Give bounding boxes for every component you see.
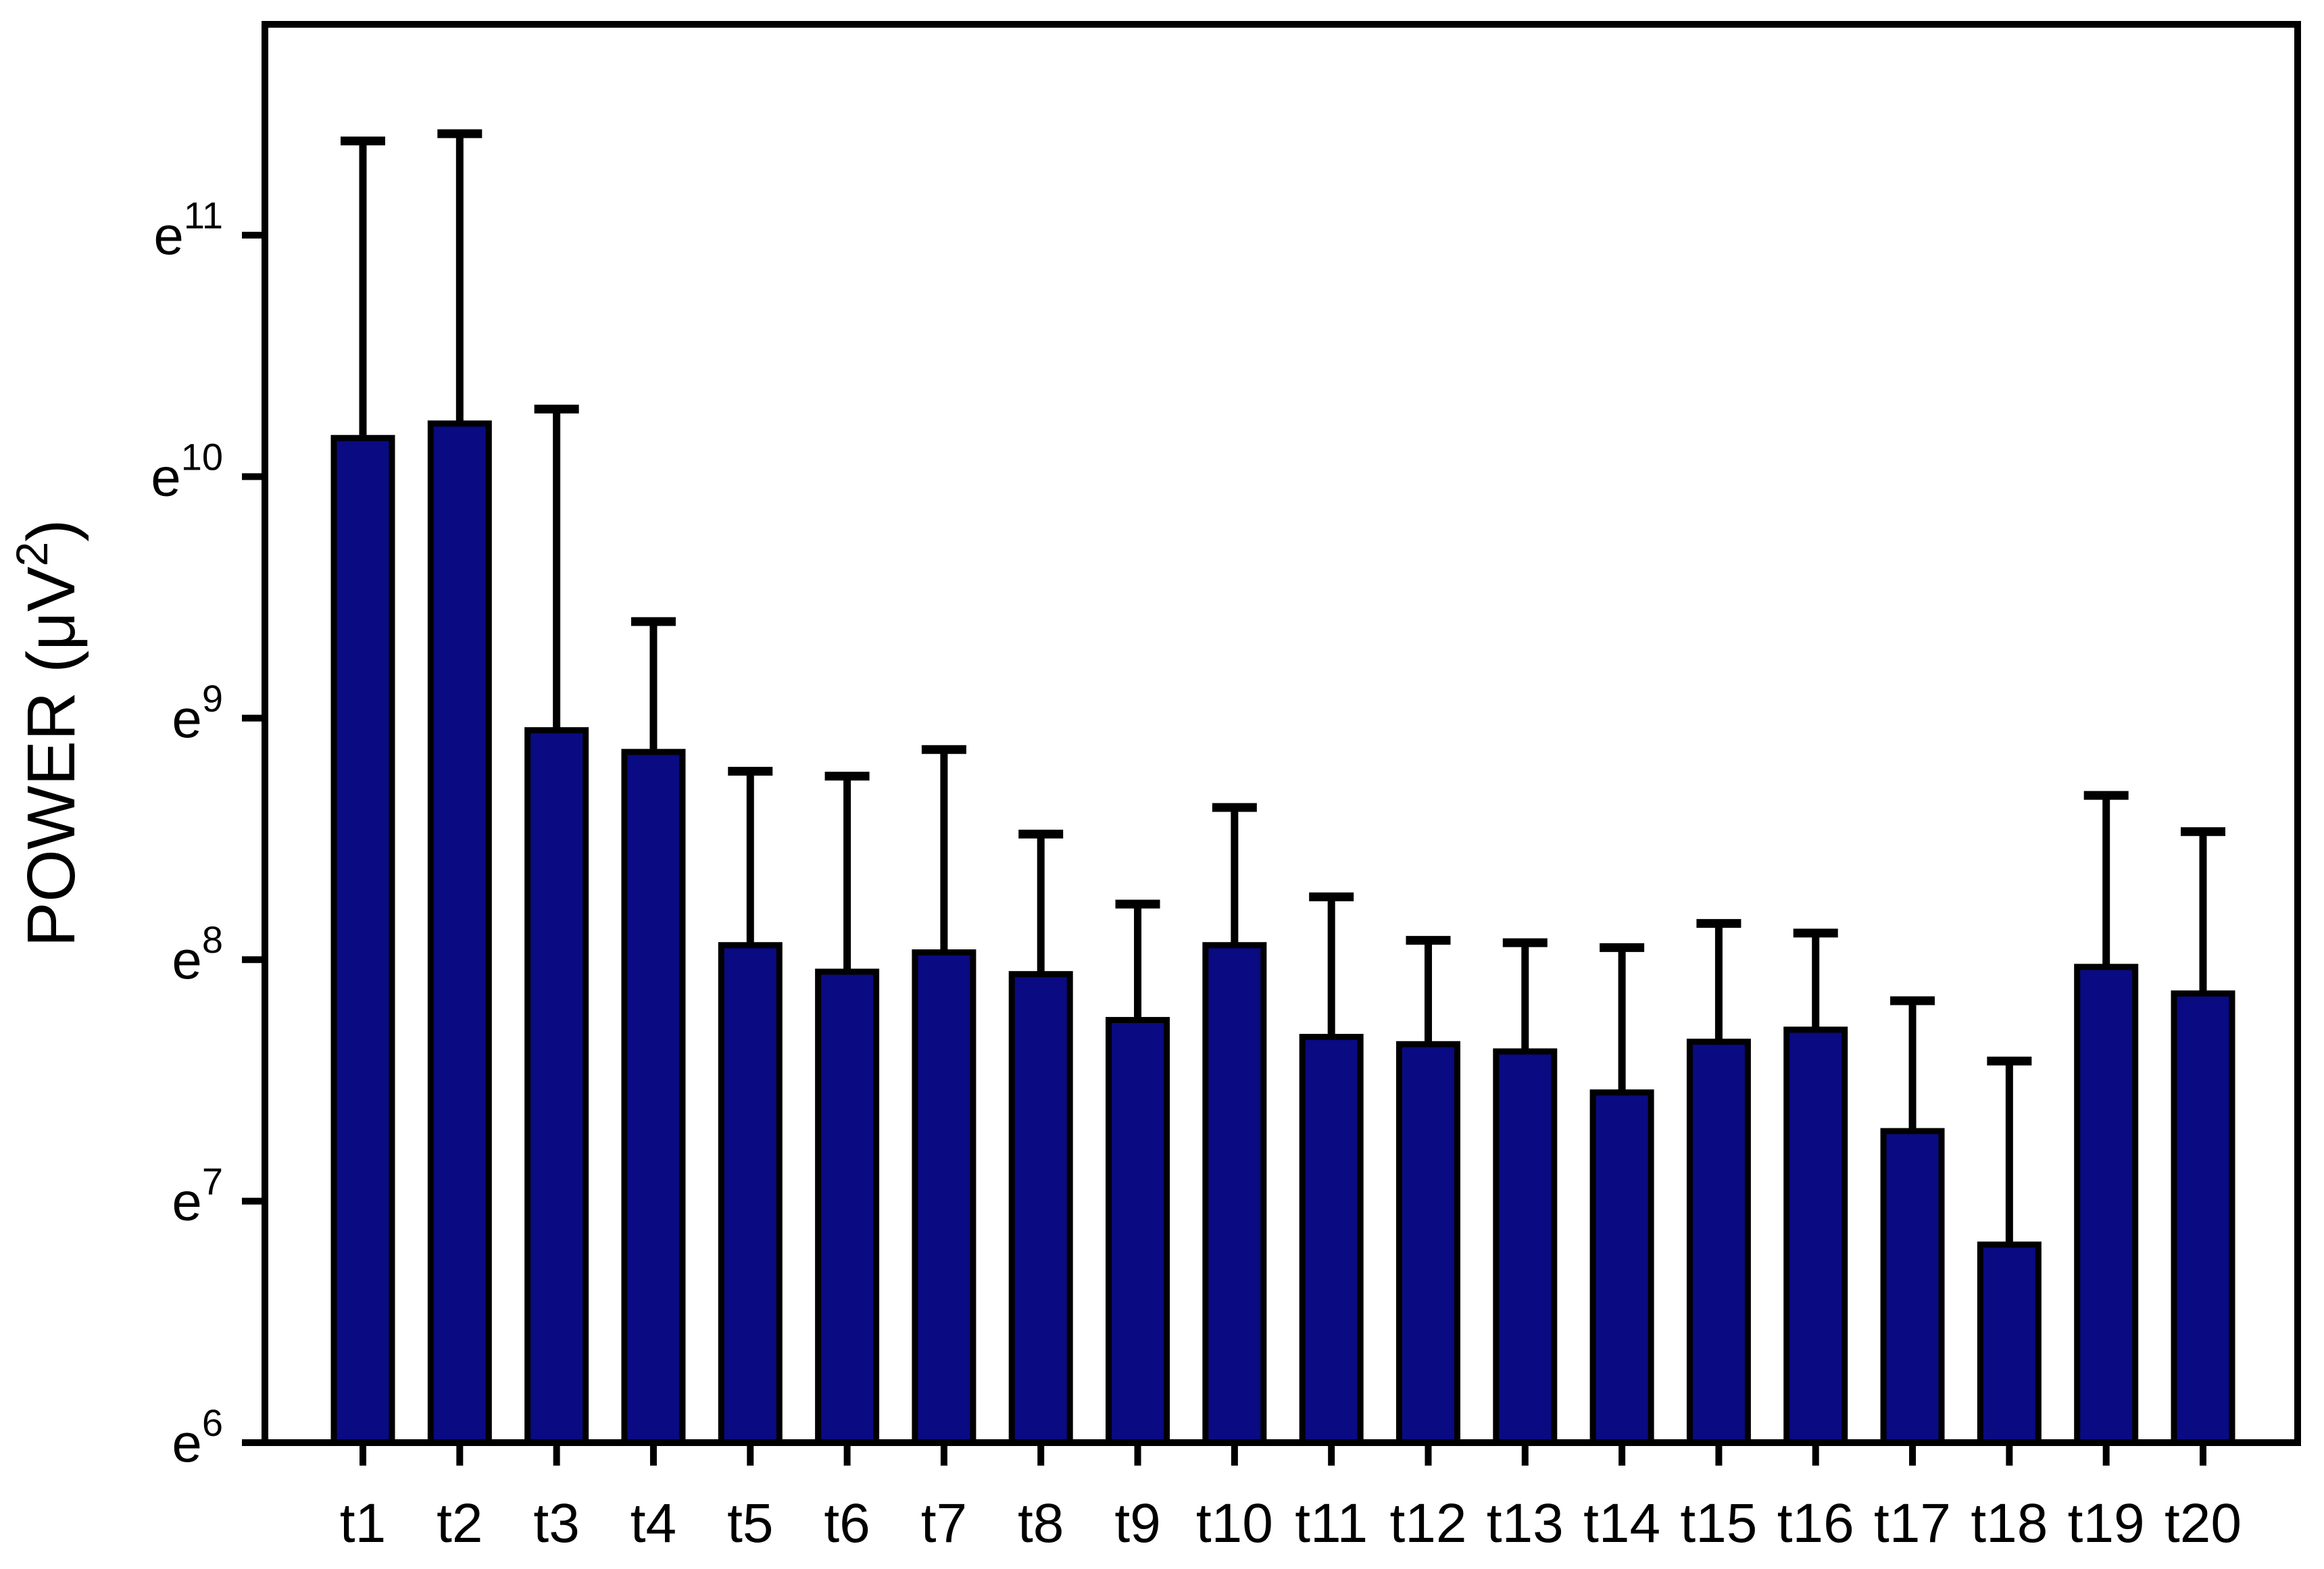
x-tick-label-t4: t4	[631, 1493, 676, 1554]
bar-t8	[1008, 971, 1073, 1446]
x-tick-label-t7: t7	[921, 1493, 967, 1554]
bar-t6	[815, 968, 880, 1446]
x-tick-label-t11: t11	[1295, 1493, 1368, 1554]
x-tick-label-t20: t20	[2165, 1493, 2242, 1554]
x-tick-label-t17: t17	[1874, 1493, 1951, 1554]
x-tick-label-t12: t12	[1389, 1493, 1466, 1554]
bar-t7	[912, 949, 976, 1446]
x-tick-label-t2: t2	[437, 1493, 483, 1554]
x-tick-label-t10: t10	[1196, 1493, 1273, 1554]
y-tick-label-e6: e6	[172, 1401, 223, 1473]
bar-t19	[2074, 964, 2139, 1446]
x-tick-label-t1: t1	[340, 1493, 386, 1554]
x-tick-label-t18: t18	[1971, 1493, 2048, 1554]
bar-t2	[427, 420, 492, 1446]
y-tick-label-e11: e11	[153, 194, 223, 266]
plot-border-box	[262, 21, 2301, 1446]
bar-t12	[1395, 1041, 1460, 1446]
bar-t17	[1880, 1128, 1945, 1446]
bar-t13	[1493, 1048, 1558, 1446]
bar-t4	[621, 749, 686, 1446]
y-axis-title: POWER (μV2)	[7, 519, 89, 947]
x-tick-label-t14: t14	[1583, 1493, 1660, 1554]
x-tick-label-t19: t19	[2068, 1493, 2145, 1554]
bar-t11	[1299, 1034, 1364, 1446]
x-tick-label-t13: t13	[1487, 1493, 1564, 1554]
y-tick-label-e10: e10	[151, 435, 223, 507]
bar-t15	[1686, 1039, 1751, 1446]
x-tick-label-t16: t16	[1777, 1493, 1854, 1554]
y-tick-label-e7: e7	[172, 1160, 223, 1232]
x-tick-label-t15: t15	[1680, 1493, 1757, 1554]
x-tick-label-t8: t8	[1018, 1493, 1064, 1554]
x-tick-label-t6: t6	[824, 1493, 870, 1554]
bar-t20	[2171, 990, 2235, 1446]
bar-t9	[1106, 1017, 1170, 1446]
bar-t3	[524, 727, 589, 1446]
x-tick-label-t9: t9	[1114, 1493, 1160, 1554]
bar-t16	[1783, 1026, 1848, 1446]
bar-t18	[1977, 1241, 2042, 1446]
bar-t14	[1589, 1089, 1654, 1446]
x-tick-label-t3: t3	[533, 1493, 579, 1554]
x-tick-label-t5: t5	[727, 1493, 773, 1554]
bar-t1	[330, 434, 395, 1446]
bar-t5	[718, 942, 783, 1446]
y-tick-label-e8: e8	[172, 918, 223, 990]
y-tick-label-e9: e9	[172, 677, 223, 749]
bar-t10	[1202, 942, 1267, 1446]
